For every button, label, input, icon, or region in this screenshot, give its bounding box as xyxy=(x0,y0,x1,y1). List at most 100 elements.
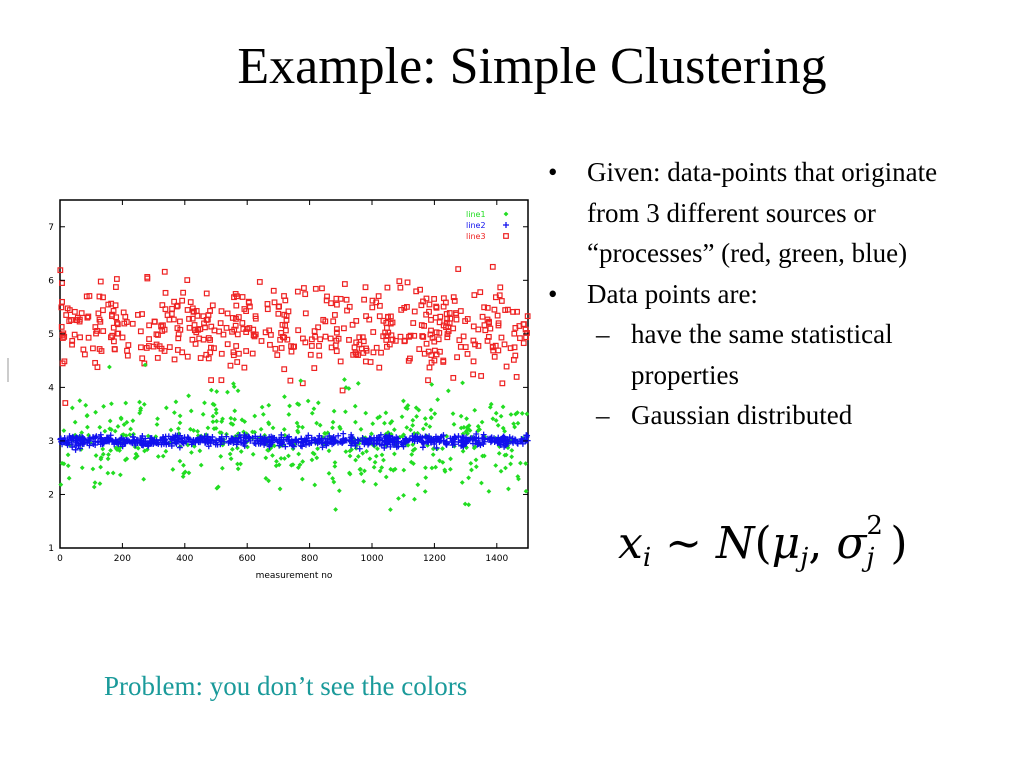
data-point-line2 xyxy=(316,432,323,439)
data-point-line2 xyxy=(75,442,82,449)
data-point-line3 xyxy=(481,322,488,329)
data-point-line1 xyxy=(299,476,305,482)
data-point-line2 xyxy=(130,434,137,441)
data-point-line1 xyxy=(295,465,301,471)
data-point-line1 xyxy=(208,387,214,393)
data-point-line3 xyxy=(510,356,517,363)
data-point-line3 xyxy=(179,297,186,304)
data-point-line3 xyxy=(239,320,246,326)
data-point-line1 xyxy=(498,468,504,474)
data-point-line1 xyxy=(473,464,479,470)
data-point-line1 xyxy=(486,488,492,494)
data-point-line3 xyxy=(343,296,350,303)
data-point-line1 xyxy=(343,409,348,415)
data-point-line1 xyxy=(519,411,525,416)
data-point-line1 xyxy=(487,404,493,410)
data-point-line2 xyxy=(335,432,342,439)
data-point-line2 xyxy=(223,433,230,440)
data-point-line1 xyxy=(105,470,111,476)
data-point-line3 xyxy=(339,387,346,394)
data-point-line3 xyxy=(362,358,369,365)
data-point-line2 xyxy=(377,431,384,438)
data-point-line1 xyxy=(430,452,436,457)
data-point-line3 xyxy=(113,284,119,290)
data-point-line3 xyxy=(93,330,99,337)
data-point-line1 xyxy=(173,399,179,405)
data-point-line1 xyxy=(127,432,133,438)
data-point-line3 xyxy=(61,333,68,340)
data-point-line3 xyxy=(274,352,281,358)
data-point-line1 xyxy=(266,478,271,484)
data-point-line2 xyxy=(395,438,402,445)
data-point-line1 xyxy=(309,410,315,416)
legend-label-line3: line3 xyxy=(466,232,486,241)
data-point-line2 xyxy=(323,440,330,447)
data-point-line1 xyxy=(397,434,403,440)
x-tick-label: 1000 xyxy=(361,554,384,564)
data-point-line1 xyxy=(331,479,337,485)
data-point-line1 xyxy=(177,420,183,426)
data-point-line1 xyxy=(515,420,521,426)
data-point-line1 xyxy=(155,454,161,459)
data-point-line3 xyxy=(327,335,334,342)
data-point-line1 xyxy=(381,457,386,463)
data-point-line3 xyxy=(498,298,505,304)
data-point-line1 xyxy=(416,407,422,413)
data-point-line3 xyxy=(397,333,404,340)
data-point-line3 xyxy=(423,340,430,347)
data-point-line3 xyxy=(511,330,518,337)
data-point-line3 xyxy=(200,336,207,343)
data-point-line3 xyxy=(406,333,412,340)
legend-label-line1: line1 xyxy=(466,210,486,219)
data-point-line1 xyxy=(471,445,477,451)
data-point-line2 xyxy=(233,441,240,448)
data-point-line3 xyxy=(333,301,340,308)
data-point-line3 xyxy=(146,336,152,342)
data-point-line2 xyxy=(114,439,121,446)
data-point-line3 xyxy=(192,340,199,347)
data-point-line1 xyxy=(79,465,85,471)
data-point-line2 xyxy=(409,437,416,444)
data-point-line1 xyxy=(412,446,418,452)
data-point-line3 xyxy=(370,349,377,356)
data-point-line3 xyxy=(419,333,426,339)
data-point-line1 xyxy=(121,422,127,427)
data-point-line1 xyxy=(77,398,83,404)
data-point-line1 xyxy=(228,415,234,421)
data-point-line3 xyxy=(73,317,80,324)
data-point-line3 xyxy=(81,351,88,358)
data-point-line1 xyxy=(85,424,90,430)
data-point-line1 xyxy=(516,476,521,482)
data-point-line2 xyxy=(205,443,212,450)
data-point-line3 xyxy=(100,307,106,314)
data-point-line3 xyxy=(308,343,315,349)
data-point-line3 xyxy=(470,371,477,378)
data-point-line3 xyxy=(211,345,217,352)
data-point-line1 xyxy=(523,461,529,466)
data-point-line3 xyxy=(361,296,368,303)
data-point-line3 xyxy=(437,313,444,320)
data-point-line2 xyxy=(204,433,211,440)
data-point-line1 xyxy=(235,466,241,472)
data-point-line1 xyxy=(401,492,406,498)
data-point-line3 xyxy=(220,331,227,338)
data-point-line3 xyxy=(64,305,71,312)
data-point-line2 xyxy=(77,445,84,452)
data-point-line1 xyxy=(105,456,111,462)
data-point-line3 xyxy=(63,312,70,318)
data-point-line3 xyxy=(160,322,166,329)
data-point-line3 xyxy=(446,310,453,316)
data-point-line1 xyxy=(498,413,504,419)
data-point-line3 xyxy=(174,325,181,332)
data-point-line3 xyxy=(440,295,447,302)
data-point-line3 xyxy=(111,338,117,345)
data-point-line1 xyxy=(493,463,499,468)
data-point-line3 xyxy=(386,341,393,348)
data-point-line3 xyxy=(456,337,463,344)
data-point-line3 xyxy=(302,291,309,298)
x-tick-label: 200 xyxy=(114,554,131,564)
data-point-line3 xyxy=(177,318,183,325)
data-point-line3 xyxy=(495,322,502,329)
data-point-line3 xyxy=(224,341,231,348)
data-point-line1 xyxy=(123,400,129,406)
